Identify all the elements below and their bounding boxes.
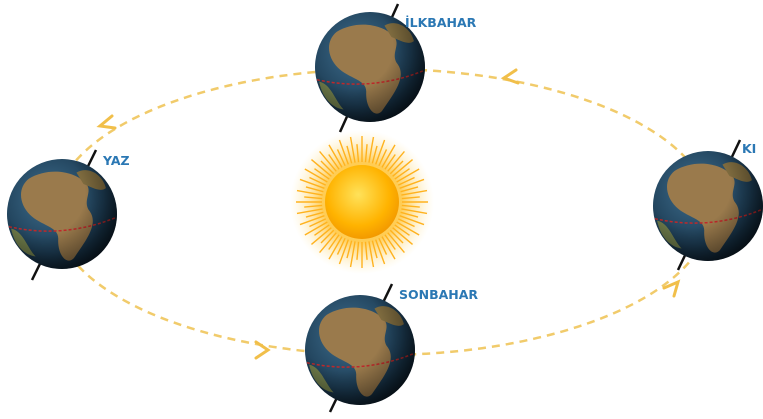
label-winter: KI	[742, 141, 756, 156]
label-spring: İLKBAHAR	[405, 15, 477, 30]
label-summer: YAZ	[102, 153, 130, 168]
earth-autumn	[300, 284, 419, 412]
sun	[290, 130, 434, 274]
page: İLKBAHAR YAZ KI SONBAHAR (() => { const …	[0, 0, 763, 419]
earth-winter	[648, 140, 763, 270]
seasons-diagram: İLKBAHAR YAZ KI SONBAHAR	[0, 0, 763, 419]
earth-summer	[2, 150, 121, 280]
label-autumn: SONBAHAR	[399, 287, 478, 302]
